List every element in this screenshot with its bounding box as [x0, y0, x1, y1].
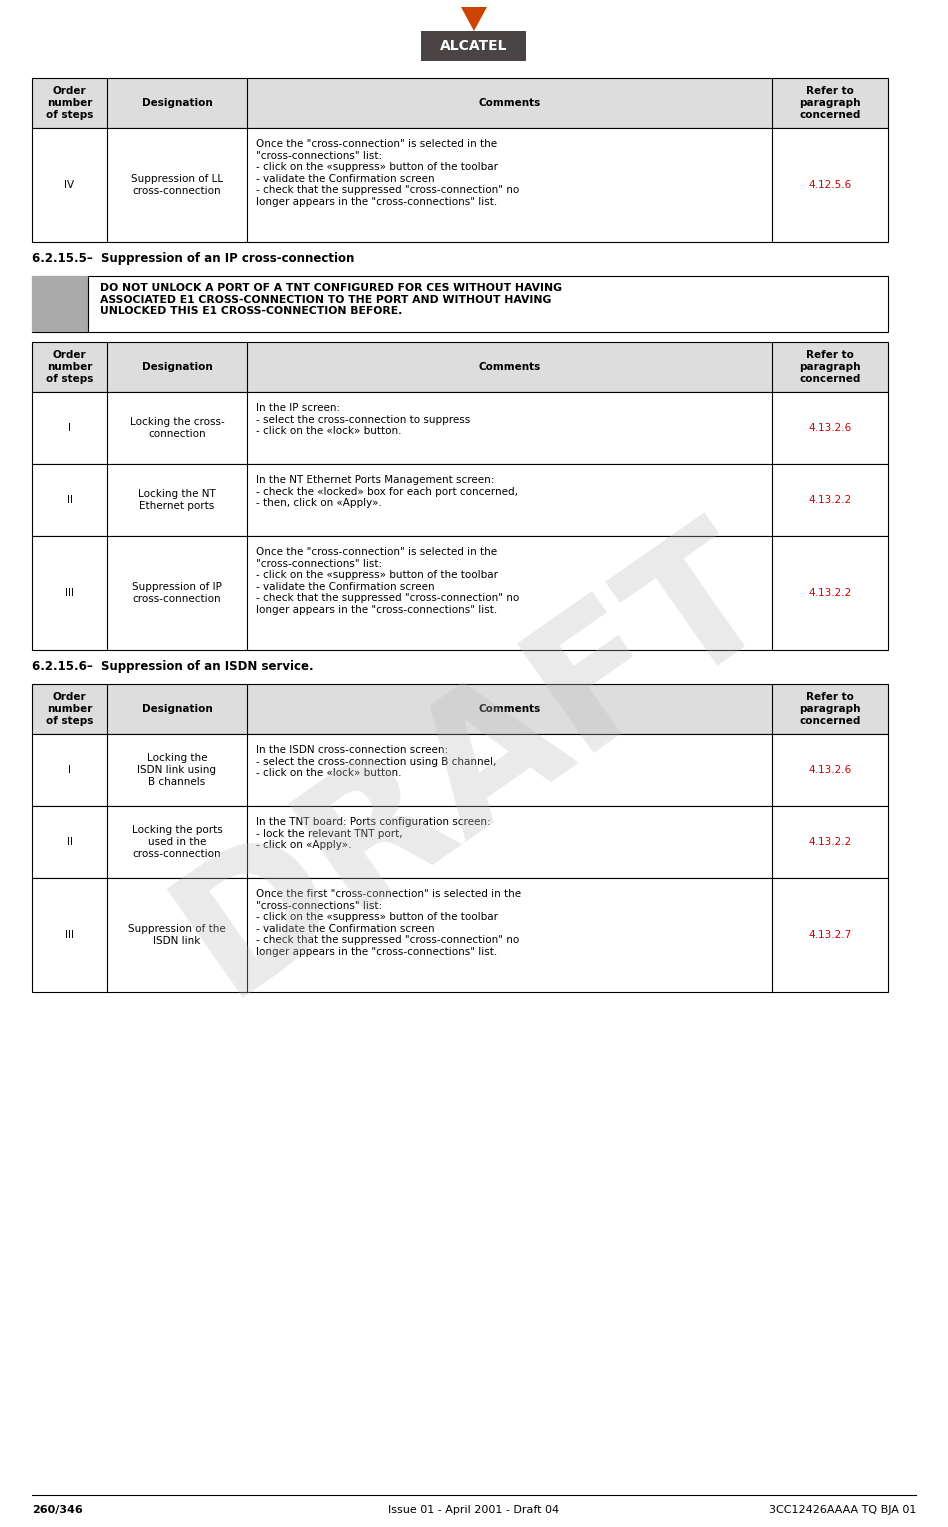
- Bar: [32, 276, 88, 331]
- Text: Comments: Comments: [479, 362, 540, 373]
- Text: Designation: Designation: [141, 704, 212, 715]
- Text: Order
number
of steps: Order number of steps: [46, 692, 93, 725]
- Text: IV: IV: [64, 180, 75, 189]
- Text: III: III: [65, 930, 74, 941]
- Text: 4.13.2.2: 4.13.2.2: [809, 495, 851, 505]
- Text: DO NOT UNLOCK A PORT OF A TNT CONFIGURED FOR CES WITHOUT HAVING
ASSOCIATED E1 CR: DO NOT UNLOCK A PORT OF A TNT CONFIGURED…: [100, 282, 562, 316]
- Text: 4.13.2.6: 4.13.2.6: [809, 423, 851, 434]
- Text: Comments: Comments: [479, 704, 540, 715]
- Text: 260/346: 260/346: [32, 1506, 82, 1515]
- Text: III: III: [65, 588, 74, 599]
- Text: 4.12.5.6: 4.12.5.6: [809, 180, 851, 189]
- Text: In the NT Ethernet Ports Management screen:
- check the «locked» box for each po: In the NT Ethernet Ports Management scre…: [256, 475, 518, 508]
- Text: Once the "cross-connection" is selected in the
"cross-connections" list:
- click: Once the "cross-connection" is selected …: [256, 547, 520, 615]
- Text: Suppression of the
ISDN link: Suppression of the ISDN link: [128, 924, 226, 945]
- Text: ALCATEL: ALCATEL: [440, 40, 508, 53]
- Bar: [32, 392, 888, 464]
- Bar: [32, 342, 888, 392]
- Text: In the ISDN cross-connection screen:
- select the cross-connection using B chann: In the ISDN cross-connection screen: - s…: [256, 745, 497, 779]
- Bar: [422, 31, 526, 61]
- Text: DRAFT: DRAFT: [147, 498, 801, 1029]
- Text: Order
number
of steps: Order number of steps: [46, 87, 93, 119]
- Text: 4.13.2.7: 4.13.2.7: [809, 930, 851, 941]
- Bar: [32, 806, 888, 878]
- Bar: [32, 464, 888, 536]
- Text: I: I: [68, 765, 71, 776]
- Text: Locking the cross-
connection: Locking the cross- connection: [130, 417, 225, 438]
- Text: In the TNT board: Ports configuration screen:
- lock the relevant TNT port,
- cl: In the TNT board: Ports configuration sc…: [256, 817, 491, 851]
- Bar: [32, 878, 888, 993]
- Text: II: II: [66, 495, 72, 505]
- Text: 4.13.2.2: 4.13.2.2: [809, 837, 851, 847]
- Text: Locking the
ISDN link using
B channels: Locking the ISDN link using B channels: [137, 753, 216, 786]
- Text: Suppression of LL
cross-connection: Suppression of LL cross-connection: [131, 174, 223, 195]
- Text: Issue 01 - April 2001 - Draft 04: Issue 01 - April 2001 - Draft 04: [389, 1506, 559, 1515]
- Text: Refer to
paragraph
concerned: Refer to paragraph concerned: [799, 87, 861, 119]
- Bar: [32, 78, 888, 128]
- Text: Designation: Designation: [141, 362, 212, 373]
- Bar: [32, 276, 888, 331]
- Text: 4.13.2.6: 4.13.2.6: [809, 765, 851, 776]
- Text: Designation: Designation: [141, 98, 212, 108]
- Text: 6.2.15.5–  Suppression of an IP cross-connection: 6.2.15.5– Suppression of an IP cross-con…: [32, 252, 355, 266]
- Bar: [32, 128, 888, 241]
- Text: Once the first "cross-connection" is selected in the
"cross-connections" list:
-: Once the first "cross-connection" is sel…: [256, 889, 521, 957]
- Text: 6.2.15.6–  Suppression of an ISDN service.: 6.2.15.6– Suppression of an ISDN service…: [32, 660, 314, 673]
- Text: Refer to
paragraph
concerned: Refer to paragraph concerned: [799, 350, 861, 383]
- Text: Refer to
paragraph
concerned: Refer to paragraph concerned: [799, 692, 861, 725]
- Text: In the IP screen:
- select the cross-connection to suppress
- click on the «lock: In the IP screen: - select the cross-con…: [256, 403, 470, 437]
- Text: Suppression of IP
cross-connection: Suppression of IP cross-connection: [132, 582, 222, 603]
- Polygon shape: [461, 8, 487, 31]
- Bar: [32, 684, 888, 734]
- Text: Once the "cross-connection" is selected in the
"cross-connections" list:
- click: Once the "cross-connection" is selected …: [256, 139, 520, 208]
- Text: Order
number
of steps: Order number of steps: [46, 350, 93, 383]
- Bar: [32, 536, 888, 651]
- Text: 4.13.2.2: 4.13.2.2: [809, 588, 851, 599]
- Text: 3CC12426AAAA TQ BJA 01: 3CC12426AAAA TQ BJA 01: [769, 1506, 916, 1515]
- Text: I: I: [68, 423, 71, 434]
- Text: Locking the ports
used in the
cross-connection: Locking the ports used in the cross-conn…: [132, 826, 223, 858]
- Bar: [32, 734, 888, 806]
- Text: Locking the NT
Ethernet ports: Locking the NT Ethernet ports: [138, 489, 216, 512]
- Text: Comments: Comments: [479, 98, 540, 108]
- Text: II: II: [66, 837, 72, 847]
